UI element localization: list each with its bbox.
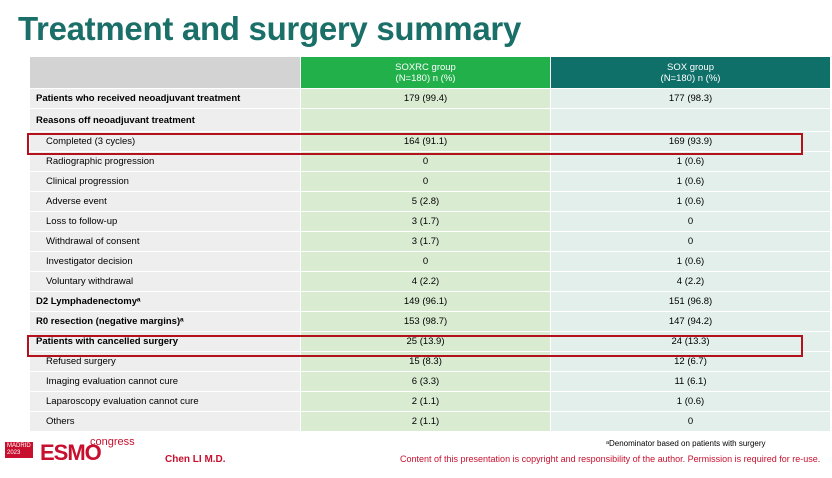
row-label: Laparoscopy evaluation cannot cure: [30, 392, 300, 412]
value-cell: 15 (8.3): [300, 352, 550, 372]
author: Chen LI M.D.: [165, 454, 226, 465]
value-cell: 1 (0.6): [550, 392, 830, 412]
value-cell: 177 (98.3): [550, 89, 830, 109]
value-cell: 1 (0.6): [550, 192, 830, 212]
value-cell: 0: [550, 212, 830, 232]
header-cell: SOXRC group (N=180) n (%): [300, 57, 550, 89]
row-label: Loss to follow-up: [30, 212, 300, 232]
value-cell: 149 (96.1): [300, 292, 550, 312]
value-cell: 25 (13.9): [300, 332, 550, 352]
row-label: Adverse event: [30, 192, 300, 212]
value-cell: 0: [300, 252, 550, 272]
row-label: R0 resection (negative margins)ᵃ: [30, 312, 300, 332]
table-row: Voluntary withdrawal 4 (2.2) 4 (2.2): [30, 272, 830, 292]
logo-badge: MADRID 2023: [5, 442, 33, 458]
row-label: Withdrawal of consent: [30, 232, 300, 252]
value-cell: 2 (1.1): [300, 412, 550, 432]
value-cell: 1 (0.6): [550, 252, 830, 272]
value-cell: 0: [550, 232, 830, 252]
table-row: Clinical progression 0 1 (0.6): [30, 172, 830, 192]
row-label: Radiographic progression: [30, 152, 300, 172]
table-row: Laparoscopy evaluation cannot cure 2 (1.1…: [30, 392, 830, 412]
value-cell: 4 (2.2): [300, 272, 550, 292]
table-row: D2 Lymphadenectomyᵃ 149 (96.1) 151 (96.8): [30, 292, 830, 312]
value-cell: 24 (13.3): [550, 332, 830, 352]
value-cell: [550, 109, 830, 132]
table-row: Others 2 (1.1) 0: [30, 412, 830, 432]
value-cell: 5 (2.8): [300, 192, 550, 212]
row-label: Imaging evaluation cannot cure: [30, 372, 300, 392]
table-row: Refused surgery 15 (8.3) 12 (6.7): [30, 352, 830, 372]
summary-table: SOXRC group (N=180) n (%) SOX group (N=180…: [30, 57, 830, 432]
table-row: Loss to follow-up 3 (1.7) 0: [30, 212, 830, 232]
table-row: Radiographic progression 0 1 (0.6): [30, 152, 830, 172]
header-row: SOXRC group (N=180) n (%) SOX group (N=180…: [30, 57, 830, 89]
table-row: Withdrawal of consent 3 (1.7) 0: [30, 232, 830, 252]
value-cell: 153 (98.7): [300, 312, 550, 332]
footnote: ᵃDenominator based on patients with surg…: [606, 439, 766, 448]
logo-city: MADRID: [7, 443, 31, 449]
value-cell: 1 (0.6): [550, 172, 830, 192]
header-cell: SOX group (N=180) n (%): [550, 57, 830, 89]
value-cell: 147 (94.2): [550, 312, 830, 332]
value-cell: 151 (96.8): [550, 292, 830, 312]
logo-year: 2023: [7, 450, 21, 456]
row-label: Clinical progression: [30, 172, 300, 192]
column-subtitle: (N=180) n (%): [395, 72, 456, 84]
value-cell: 179 (99.4): [300, 89, 550, 109]
row-label: Completed (3 cycles): [30, 132, 300, 152]
row-label: Reasons off neoadjuvant treatment: [30, 109, 300, 132]
value-cell: 11 (6.1): [550, 372, 830, 392]
value-cell: 6 (3.3): [300, 372, 550, 392]
value-cell: 3 (1.7): [300, 212, 550, 232]
value-cell: 3 (1.7): [300, 232, 550, 252]
column-title: SOXRC group: [395, 61, 456, 73]
table-row: Patients with cancelled surgery 25 (13.9)…: [30, 332, 830, 352]
table-row: R0 resection (negative margins)ᵃ 153 (98.…: [30, 312, 830, 332]
column-title: SOX group: [667, 61, 714, 73]
value-cell: 169 (93.9): [550, 132, 830, 152]
value-cell: 4 (2.2): [550, 272, 830, 292]
value-cell: 2 (1.1): [300, 392, 550, 412]
value-cell: 1 (0.6): [550, 152, 830, 172]
row-label: Voluntary withdrawal: [30, 272, 300, 292]
header-cell: [30, 57, 300, 89]
table-row: Investigator decision 0 1 (0.6): [30, 252, 830, 272]
row-label: Patients who received neoadjuvant treatm…: [30, 89, 300, 109]
table-row: Adverse event 5 (2.8) 1 (0.6): [30, 192, 830, 212]
column-subtitle: (N=180) n (%): [660, 72, 721, 84]
row-label: D2 Lymphadenectomyᵃ: [30, 292, 300, 312]
highlight-box: [27, 335, 803, 357]
table-row: Completed (3 cycles) 164 (91.1) 169 (93.9): [30, 132, 830, 152]
slide-title: Treatment and surgery summary: [18, 10, 521, 47]
highlight-box: [27, 133, 803, 155]
row-label: Investigator decision: [30, 252, 300, 272]
logo-word: congress: [90, 436, 135, 448]
logo-name: ESMO: [40, 440, 102, 465]
row-label: Refused surgery: [30, 352, 300, 372]
table-row: Reasons off neoadjuvant treatment: [30, 109, 830, 132]
value-cell: 0: [550, 412, 830, 432]
value-cell: 164 (91.1): [300, 132, 550, 152]
value-cell: [300, 109, 550, 132]
row-label: Others: [30, 412, 300, 432]
table-row: Imaging evaluation cannot cure 6 (3.3) 11 …: [30, 372, 830, 392]
value-cell: 0: [300, 152, 550, 172]
value-cell: 0: [300, 172, 550, 192]
row-label: Patients with cancelled surgery: [30, 332, 300, 352]
value-cell: 12 (6.7): [550, 352, 830, 372]
copyright: Content of this presentation is copyrigh…: [400, 454, 821, 464]
table-row: Patients who received neoadjuvant treatm…: [30, 89, 830, 109]
